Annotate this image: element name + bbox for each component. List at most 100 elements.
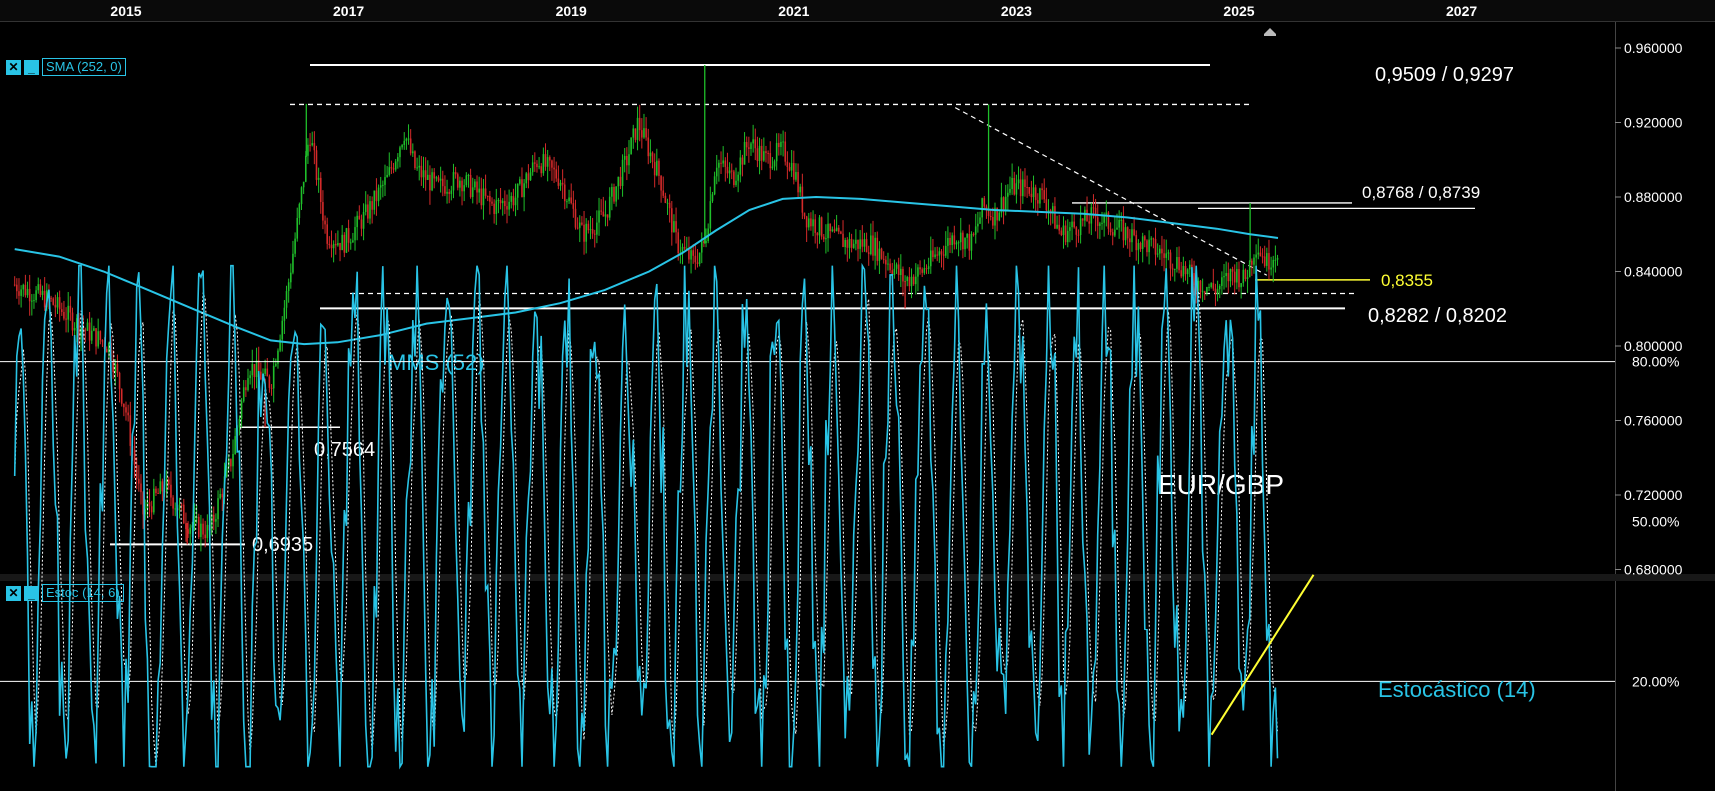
candle-body	[116, 364, 119, 373]
candle-body	[369, 201, 371, 219]
candle-body	[591, 229, 594, 234]
candle-body	[760, 145, 763, 161]
sma-indicator-label[interactable]: SMA (252, 0)	[42, 58, 126, 76]
candle-body	[677, 232, 680, 253]
stoch-k-line	[13, 262, 1279, 770]
stoch-toolbar: ✕ _ Estoc (14, 6)	[6, 584, 124, 602]
candle-body	[84, 329, 87, 331]
candle-body	[852, 243, 855, 248]
stoch-indicator-label[interactable]: Estoc (14, 6)	[42, 584, 124, 602]
stoch-y-tick-label: 50.00%	[1632, 514, 1679, 530]
close-icon[interactable]: ✕	[6, 585, 21, 601]
candle-body	[831, 229, 834, 232]
candle-body	[763, 151, 765, 161]
candle-body	[118, 372, 121, 390]
candle-body	[1116, 227, 1118, 230]
candle-body	[63, 312, 65, 319]
candle-body	[653, 162, 656, 176]
candle-body	[195, 516, 198, 518]
x-tick-label: 2025	[1223, 3, 1254, 19]
candle-body	[593, 233, 596, 235]
candle-body	[645, 128, 647, 138]
candle-body	[621, 159, 624, 186]
candle-body	[857, 239, 859, 249]
collapse-icon[interactable]: _	[24, 59, 39, 75]
candle-body	[489, 195, 491, 202]
candle-body	[887, 263, 889, 265]
candle-body	[317, 177, 320, 180]
candle-body	[788, 167, 791, 171]
candle-body	[882, 258, 885, 260]
candle-body	[1114, 229, 1116, 236]
candle-body	[277, 350, 279, 364]
candle-body	[694, 255, 697, 263]
candle-body	[810, 218, 812, 227]
x-tick-label: 2017	[333, 3, 364, 19]
candle-body	[801, 186, 804, 213]
candle-body	[865, 239, 868, 253]
candle-body	[1017, 179, 1020, 184]
candle-body	[606, 214, 609, 218]
candle-body	[638, 117, 641, 131]
candle-body	[733, 171, 735, 185]
candle-body	[583, 224, 585, 242]
candle-body	[585, 223, 587, 242]
candle-body	[345, 228, 348, 253]
candle-body	[1188, 264, 1191, 270]
candle-body	[185, 523, 187, 530]
candle-body	[35, 290, 37, 301]
candle-body	[90, 330, 93, 341]
candle-body	[403, 140, 406, 146]
candle-body	[339, 243, 341, 251]
candle-body	[703, 241, 705, 244]
candle-body	[73, 328, 76, 331]
candle-body	[108, 342, 110, 353]
candle-body	[951, 235, 953, 246]
candle-body	[966, 233, 968, 238]
pane-divider	[0, 574, 1715, 581]
candle-body	[711, 194, 714, 202]
candle-body	[1233, 271, 1236, 283]
candle-body	[50, 297, 52, 299]
candle-body	[859, 239, 861, 249]
candle-body	[1146, 240, 1148, 253]
candle-body	[319, 177, 322, 203]
candle-body	[944, 245, 947, 256]
candle-body	[148, 502, 151, 507]
candle-body	[1227, 273, 1230, 282]
candle-body	[1182, 265, 1185, 277]
candle-body	[491, 201, 493, 204]
close-icon[interactable]: ✕	[6, 59, 21, 75]
candle-body	[138, 478, 140, 484]
candle-body	[1069, 227, 1071, 231]
candle-body	[375, 190, 378, 202]
candle-body	[700, 241, 703, 253]
candle-body	[133, 450, 136, 465]
candle-body	[253, 364, 256, 378]
candle-body	[955, 242, 958, 245]
candle-body	[932, 250, 934, 258]
candle-body	[972, 233, 975, 235]
candle-body	[52, 298, 55, 305]
candle-body	[497, 199, 500, 201]
candle-body	[908, 277, 911, 287]
candle-body	[705, 241, 707, 244]
candle-body	[619, 176, 622, 186]
candle-body	[949, 237, 951, 246]
candle-body	[165, 479, 168, 493]
candle-body	[1165, 253, 1168, 258]
candle-body	[240, 401, 243, 420]
candle-body	[613, 187, 615, 202]
candle-body	[456, 174, 459, 188]
candle-body	[634, 128, 637, 140]
collapse-icon[interactable]: _	[24, 585, 39, 601]
candle-body	[1216, 289, 1219, 295]
candle-body	[1186, 269, 1189, 275]
candle-body	[617, 176, 620, 187]
candle-body	[840, 231, 842, 234]
candle-body	[602, 211, 605, 217]
candle-body	[386, 174, 388, 178]
candle-body	[1002, 197, 1005, 211]
candle-body	[649, 152, 652, 157]
candle-body	[418, 165, 421, 168]
